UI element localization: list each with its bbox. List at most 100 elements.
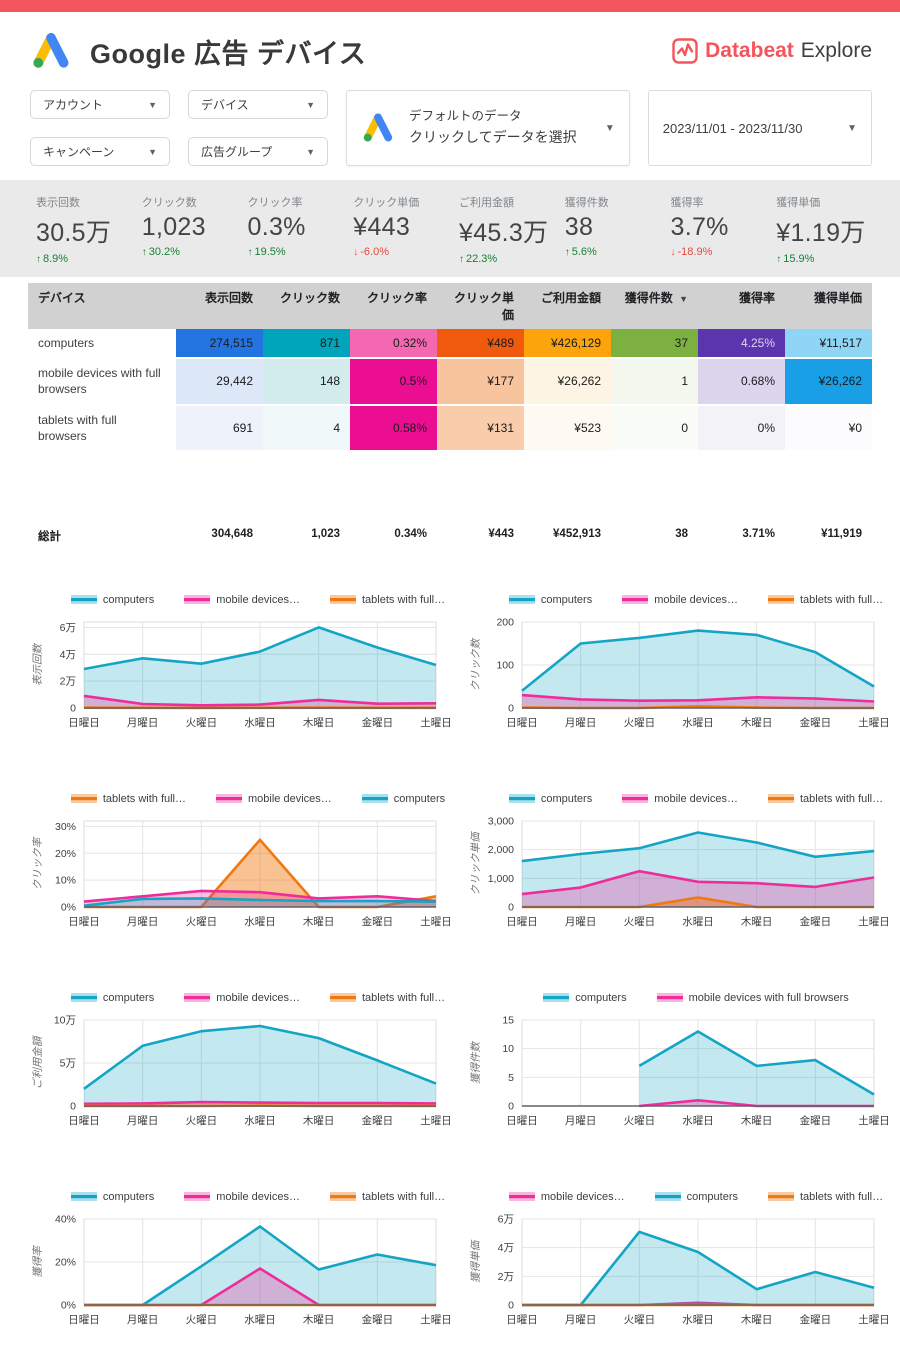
svg-text:金曜日: 金曜日	[800, 1114, 832, 1127]
chart-獲得単価: mobile devices… computers tablets with ful…	[466, 1191, 890, 1340]
legend-label: computers	[102, 593, 155, 606]
date-range-picker[interactable]: 2023/11/01 - 2023/11/30 ▼	[647, 90, 872, 166]
svg-text:2,000: 2,000	[488, 844, 514, 856]
svg-text:火曜日: 火曜日	[624, 1115, 656, 1127]
svg-text:日曜日: 日曜日	[506, 916, 538, 928]
legend-label: mobile devices…	[540, 1190, 625, 1203]
kpi-4: ご利用金額 ¥45.3万 ↑ 22.3%	[453, 192, 559, 267]
kpi-5: 獲得件数 38 ↑ 5.6%	[559, 192, 665, 267]
legend-swatch-icon	[767, 595, 794, 605]
svg-text:木曜日: 木曜日	[303, 717, 335, 729]
svg-text:日曜日: 日曜日	[506, 1314, 538, 1326]
svg-text:金曜日: 金曜日	[362, 1313, 394, 1326]
legend-label: mobile devices…	[216, 593, 300, 606]
metric-cell: ¥131	[437, 405, 524, 450]
svg-text:4万: 4万	[60, 649, 76, 661]
device-filter-dropdown[interactable]: デバイス ▼	[188, 90, 328, 119]
total-cell: 3.71%	[742, 527, 775, 540]
brand-suffix: Explore	[800, 39, 872, 62]
svg-text:40%: 40%	[55, 1213, 76, 1225]
svg-text:30%: 30%	[55, 821, 76, 833]
kpi-1: クリック数 1,023 ↑ 30.2%	[136, 192, 242, 267]
svg-text:4万: 4万	[498, 1242, 514, 1254]
chart-legend: computers mobile devices… tablets with ful…	[466, 594, 890, 606]
svg-text:水曜日: 水曜日	[244, 717, 276, 729]
legend-swatch-icon	[329, 993, 356, 1003]
svg-text:火曜日: 火曜日	[186, 717, 218, 729]
legend-label: tablets with full…	[799, 792, 884, 805]
chevron-down-icon: ▼	[306, 99, 315, 110]
column-header-4[interactable]: クリック単価	[453, 291, 514, 322]
legend-swatch-icon	[508, 1192, 535, 1202]
legend-label: computers	[686, 1190, 738, 1203]
legend-label: computers	[393, 792, 446, 805]
legend-item: tablets with full…	[767, 594, 883, 606]
column-header-5[interactable]: ご利用金額	[540, 291, 601, 305]
legend-swatch-icon	[184, 993, 211, 1003]
metric-cell: 0	[611, 405, 698, 450]
svg-text:月曜日: 月曜日	[565, 1314, 597, 1326]
campaign-filter-dropdown[interactable]: キャンペーン ▼	[30, 137, 170, 166]
svg-text:10: 10	[502, 1043, 514, 1055]
svg-text:表示回数: 表示回数	[32, 642, 44, 685]
column-header-2[interactable]: クリック数	[279, 291, 340, 305]
chart-legend: computers mobile devices… tablets with ful…	[28, 992, 452, 1004]
kpi-label: クリック数	[141, 197, 197, 209]
metric-cell: ¥26,262	[785, 359, 872, 404]
svg-text:火曜日: 火曜日	[186, 1314, 218, 1326]
kpi-value: 30.5万	[36, 219, 112, 247]
svg-text:クリック単価: クリック単価	[470, 831, 482, 895]
legend-label: mobile devices…	[248, 792, 332, 805]
kpi-delta: ↑ 22.3%	[459, 253, 498, 265]
legend-swatch-icon	[767, 1192, 794, 1202]
kpi-strip: 表示回数 30.5万 ↑ 8.9% クリック数 1,023 ↑ 30.2% クリック率 0.3% ↑…	[0, 180, 900, 277]
chart-クリック率: tablets with full… mobile devices… compute…	[28, 793, 452, 942]
chart-ご利用金額: computers mobile devices… tablets with ful…	[28, 992, 452, 1141]
metric-cell: 0.68%	[698, 359, 785, 404]
chart-legend: computers mobile devices… tablets with ful…	[466, 793, 890, 805]
area-chart-svg: 0% 10% 20% 30% 日曜日 月曜日 火曜日 水曜日 木曜日 金曜日 土曜日 クリック率	[32, 820, 452, 928]
total-cell: 0.34%	[394, 527, 427, 540]
arrow-up-icon: ↑	[36, 253, 41, 265]
chevron-down-icon: ▼	[604, 122, 615, 134]
table-body: computers 274,515 871 0.32% ¥489 ¥426,129 37 4.…	[28, 329, 872, 452]
data-source-selector[interactable]: デフォルトのデータ クリックしてデータを選択 ▼	[346, 90, 630, 166]
svg-text:土曜日: 土曜日	[858, 915, 890, 928]
svg-text:クリック数: クリック数	[470, 637, 482, 691]
chart-legend: tablets with full… mobile devices… compute…	[28, 793, 452, 805]
legend-label: computers	[575, 991, 627, 1004]
legend-swatch-icon	[767, 794, 794, 804]
total-cell: 1,023	[311, 527, 340, 540]
legend-item: tablets with full…	[767, 1191, 883, 1203]
total-cell: ¥452,913	[553, 527, 601, 540]
svg-text:6万: 6万	[498, 1213, 514, 1225]
column-header-7[interactable]: 獲得率	[738, 291, 775, 305]
chart-legend: computers mobile devices… tablets with ful…	[28, 594, 452, 606]
device-table: デバイス 表示回数 クリック数 クリック率 クリック単価 ご利用金額 獲得件数 ▼ 獲得率 獲得…	[28, 283, 872, 554]
kpi-label: 表示回数	[36, 197, 80, 209]
legend-label: mobile devices…	[216, 1190, 300, 1203]
column-header-8[interactable]: 獲得単価	[813, 291, 862, 305]
kpi-delta: ↑ 8.9%	[36, 253, 69, 265]
ad-group-filter-dropdown[interactable]: 広告グループ ▼	[188, 137, 328, 166]
kpi-value: 0.3%	[247, 213, 306, 241]
kpi-value: 38	[564, 213, 594, 241]
metric-cell: ¥523	[524, 405, 611, 450]
kpi-2: クリック率 0.3% ↑ 19.5%	[242, 192, 348, 267]
kpi-label: クリック単価	[353, 197, 420, 209]
account-filter-dropdown[interactable]: アカウント ▼	[30, 90, 170, 119]
legend-swatch-icon	[656, 993, 683, 1003]
svg-text:6万: 6万	[60, 622, 76, 634]
legend-item: tablets with full…	[329, 992, 445, 1004]
device-name-cell: computers	[28, 329, 176, 358]
legend-item: computers	[654, 1190, 738, 1203]
svg-text:土曜日: 土曜日	[420, 915, 452, 928]
column-header-1[interactable]: 表示回数	[204, 291, 253, 305]
column-header-0[interactable]: デバイス	[38, 291, 86, 305]
column-header-3[interactable]: クリック率	[366, 291, 427, 305]
campaign-filter-label: キャンペーン	[43, 145, 115, 159]
svg-text:0: 0	[508, 702, 514, 714]
svg-text:土曜日: 土曜日	[858, 716, 890, 729]
column-header-6[interactable]: 獲得件数 ▼	[624, 291, 688, 305]
sort-desc-icon: ▼	[679, 294, 688, 304]
